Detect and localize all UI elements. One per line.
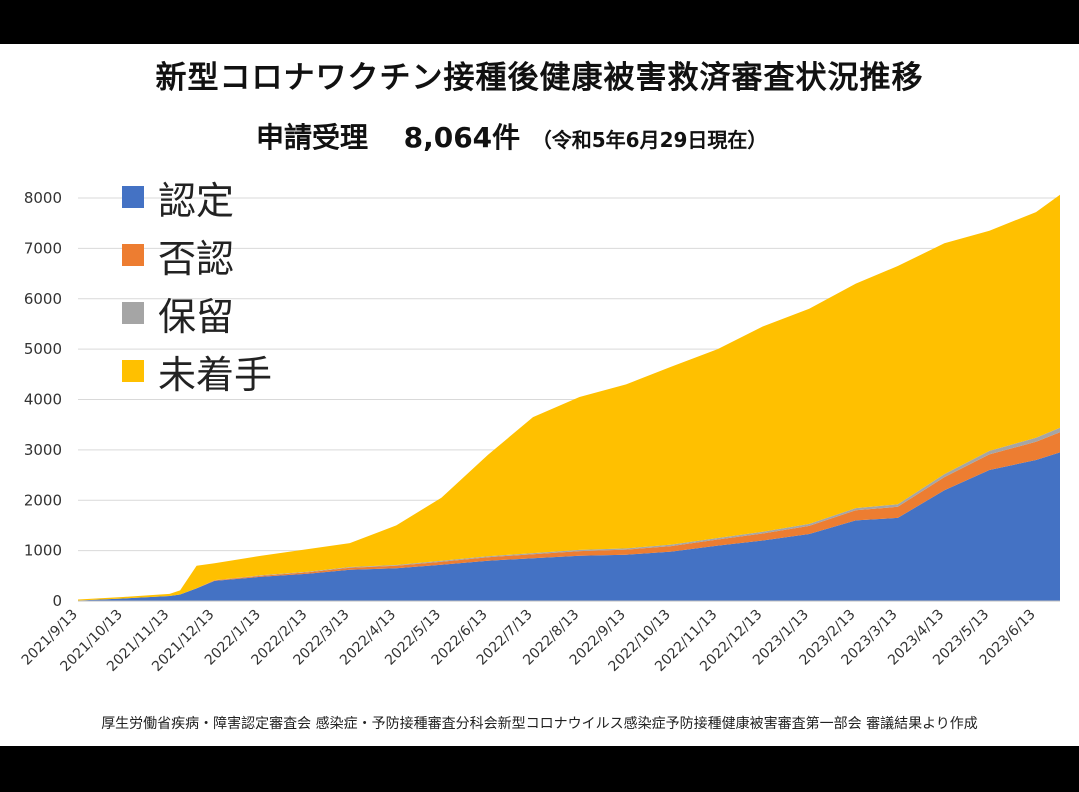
area-未着手 (78, 194, 1060, 601)
y-tick-label: 4000 (24, 391, 62, 409)
legend-item-nintei: 認定 (122, 168, 272, 226)
y-tick-label: 2000 (24, 491, 62, 509)
legend-label: 否認 (158, 236, 235, 281)
y-tick-label: 3000 (24, 441, 62, 459)
legend: 認定 否認 保留 未着手 (122, 168, 272, 400)
source-note: 厚生労働省疾病・障害認定審査会 感染症・予防接種審査分科会新型コロナウイルス感染… (101, 716, 978, 732)
subtitle-as-of: （令和5年6月29日現在） (531, 128, 768, 152)
legend-label: 保留 (158, 294, 235, 339)
legend-label: 認定 (158, 178, 235, 223)
area-否認 (78, 432, 1060, 601)
legend-swatch (122, 244, 144, 266)
legend-item-michakushu: 未着手 (122, 342, 272, 400)
y-tick-label: 1000 (24, 542, 62, 560)
legend-label: 未着手 (158, 352, 273, 397)
y-tick-label: 0 (52, 592, 62, 610)
legend-item-horyu: 保留 (122, 284, 272, 342)
area-series (78, 194, 1060, 602)
y-tick-label: 8000 (24, 189, 62, 207)
legend-swatch (122, 186, 144, 208)
y-tick-label: 6000 (24, 290, 62, 308)
subtitle-count: 8,064件 (403, 121, 521, 154)
chart-title: 新型コロナワクチン接種後健康被害救済審査状況推移 (155, 60, 924, 96)
y-tick-label: 7000 (24, 239, 62, 257)
x-axis-ticks: 2021/9/132021/10/132021/11/132021/12/132… (19, 607, 1039, 675)
chart-subtitle: 申請受理 8,064件 （令和5年6月29日現在） (256, 116, 767, 156)
y-axis-ticks: 0 1000 2000 3000 4000 5000 6000 7000 8000 (24, 189, 62, 610)
legend-swatch (122, 360, 144, 382)
legend-item-hinin: 否認 (122, 226, 272, 284)
subtitle-label: 申請受理 (256, 121, 369, 154)
y-tick-label: 5000 (24, 340, 62, 358)
area-認定 (78, 452, 1060, 601)
legend-swatch (122, 302, 144, 324)
